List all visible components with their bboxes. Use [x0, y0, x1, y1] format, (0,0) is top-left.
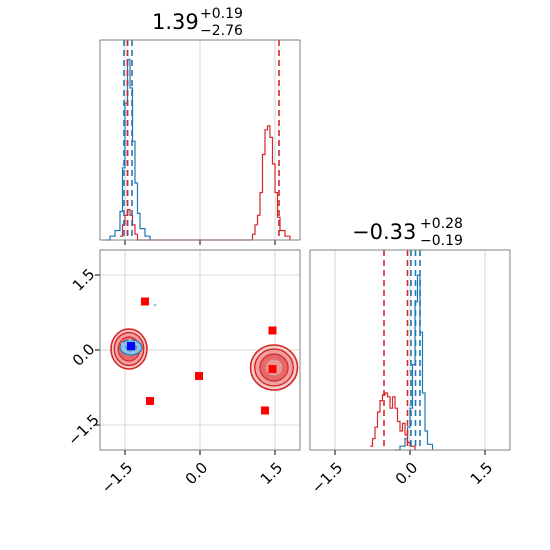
- blue-marker: [127, 342, 135, 350]
- red-marker: [268, 365, 277, 373]
- x-tick-label: 0.0: [182, 459, 212, 489]
- x-tick-label: −1.5: [98, 459, 136, 497]
- y-tick-label: 0.0: [69, 340, 99, 370]
- blue-sample-point: [121, 342, 124, 346]
- title-param-2-minus: −0.19: [420, 233, 463, 249]
- panel-hist-x: [99, 39, 301, 241]
- x-tick-label: 1.5: [467, 459, 497, 489]
- series-red-hist: [370, 392, 416, 450]
- title-param-1-plus: +0.19: [200, 6, 243, 22]
- title-param-2: −0.33 +0.28 −0.19: [352, 216, 463, 249]
- series-red-hist: [120, 125, 291, 241]
- red-marker: [146, 397, 154, 405]
- red-marker: [268, 326, 277, 335]
- title-param-1-minus: −2.76: [200, 23, 243, 39]
- title-param-1: 1.39 +0.19 −2.76: [152, 6, 243, 39]
- series-blue-hist: [395, 274, 434, 451]
- series-blue-hist: [105, 58, 151, 241]
- blue-sample-point: [123, 348, 127, 352]
- x-tick-label: −1.5: [308, 459, 346, 497]
- y-tick-label: −1.5: [64, 411, 102, 449]
- red-marker: [141, 297, 149, 306]
- blue-sample-point: [128, 338, 132, 342]
- red-marker: [195, 372, 203, 380]
- panel-joint: [99, 249, 301, 451]
- y-tick-label: 1.5: [69, 265, 99, 295]
- x-tick-label: 0.0: [392, 459, 422, 489]
- blue-sample-point: [153, 303, 157, 307]
- blue-sample-point: [136, 343, 139, 347]
- title-param-2-value: −0.33: [352, 220, 417, 244]
- title-param-2-plus: +0.28: [420, 216, 463, 232]
- red-marker: [261, 406, 269, 415]
- blue-sample-point: [131, 351, 134, 354]
- title-param-1-value: 1.39: [152, 10, 199, 34]
- panel-hist-y: [309, 249, 511, 451]
- x-tick-label: 1.5: [257, 459, 287, 489]
